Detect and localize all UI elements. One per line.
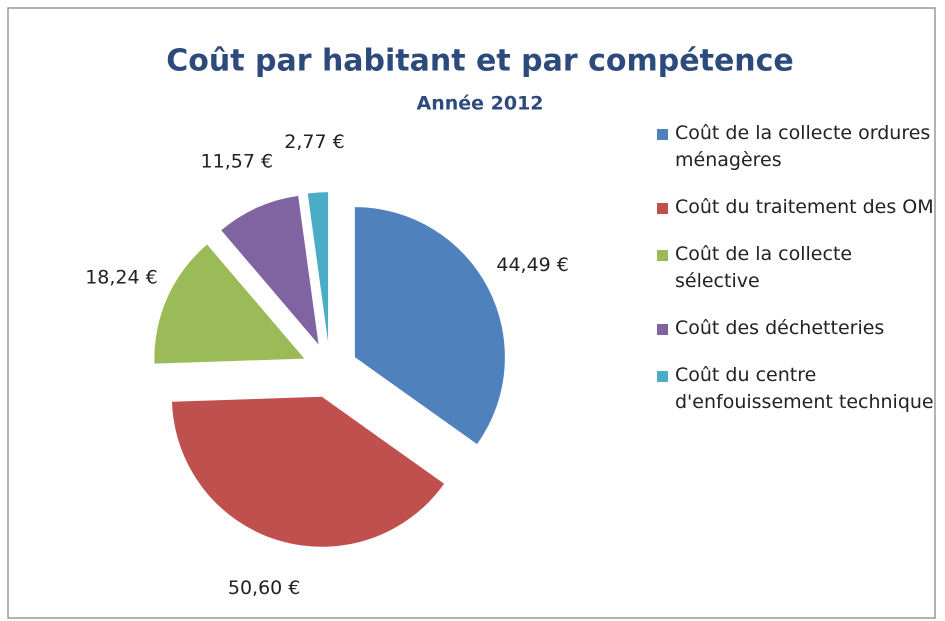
- legend-item: Coût du traitement des OM: [655, 194, 935, 221]
- legend-label: Coût de la collecte sélective: [675, 243, 853, 292]
- legend-label: Coût de la collecte ordures ménagères: [675, 122, 931, 171]
- pie-slice: [354, 207, 505, 445]
- data-label: 44,49 €: [496, 254, 569, 276]
- pie-slice: [154, 244, 305, 364]
- chart-title: Coût par habitant et par compétence: [166, 44, 794, 79]
- pie-slice: [221, 195, 319, 345]
- data-label: 18,24 €: [85, 266, 158, 288]
- data-label: 50,60 €: [228, 577, 301, 599]
- legend-item: Coût des déchetteries: [655, 315, 935, 342]
- legend-swatch: [657, 129, 668, 140]
- legend-item: Coût de la collecte sélective: [655, 241, 935, 295]
- data-label: 11,57 €: [201, 150, 274, 172]
- pie-slice: [307, 192, 329, 343]
- legend-label: Coût du traitement des OM: [675, 196, 934, 218]
- frame: [7, 7, 936, 619]
- legend-item: Coût du centre d'enfouissement technique: [655, 362, 935, 416]
- legend-swatch: [657, 324, 668, 335]
- legend: Coût de la collecte ordures ménagères Coû…: [655, 120, 935, 436]
- legend-swatch: [657, 371, 668, 382]
- legend-swatch: [657, 203, 668, 214]
- legend-item: Coût de la collecte ordures ménagères: [655, 120, 935, 174]
- data-label: 2,77 €: [284, 131, 344, 153]
- legend-label: Coût des déchetteries: [675, 317, 885, 339]
- legend-label: Coût du centre d'enfouissement technique: [675, 364, 934, 413]
- pie-slice: [171, 396, 445, 547]
- legend-swatch: [657, 250, 668, 261]
- chart-subtitle: Année 2012: [416, 93, 543, 115]
